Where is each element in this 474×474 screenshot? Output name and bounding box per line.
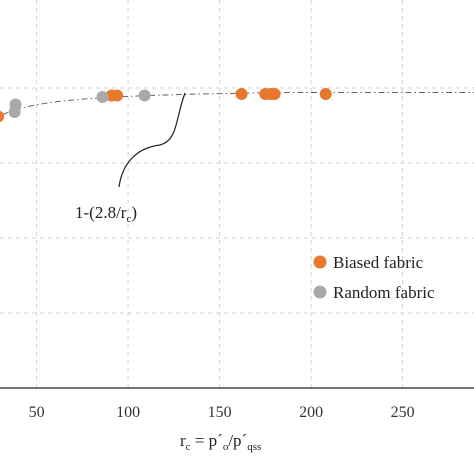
random-fabric-point: [9, 98, 22, 111]
random-fabric-point: [138, 89, 151, 102]
biased-fabric-point: [111, 89, 124, 102]
biased-fabric-point: [268, 88, 281, 100]
x-axis-label: rc = p´o/p´qss: [180, 431, 261, 453]
x-tick-label: 200: [299, 404, 323, 421]
x-tick-label: 100: [116, 404, 140, 421]
legend-marker-biased: [313, 255, 327, 269]
legend: Biased fabric Random fabric: [313, 253, 435, 302]
fit-label: 1-(2.8/rc): [75, 203, 137, 225]
x-tick-label: 250: [391, 404, 415, 421]
x-tick-label: 150: [208, 404, 232, 421]
legend-marker-random: [313, 285, 327, 299]
x-tick-label: 50: [29, 404, 45, 421]
fit-annotation: 1-(2.8/rc): [75, 92, 186, 225]
random-fabric-point: [96, 91, 109, 103]
biased-fabric-point: [235, 88, 248, 100]
data-points: [0, 88, 332, 123]
grid-lines: [0, 0, 474, 388]
biased-fabric-point: [0, 110, 5, 123]
x-tick-labels: 50 100 150 200 250: [29, 404, 415, 421]
annotation-pointer: [118, 92, 186, 188]
biased-fabric-point: [319, 88, 332, 100]
legend-label-biased: Biased fabric: [333, 253, 424, 272]
legend-label-random: Random fabric: [333, 283, 435, 302]
